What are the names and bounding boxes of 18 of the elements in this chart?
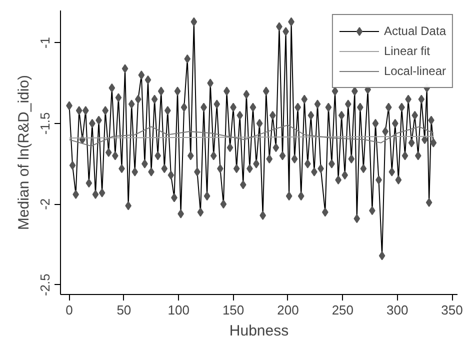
y-tick-label: -1.5 (38, 112, 52, 135)
line-series (68, 124, 434, 147)
x-axis-title: Hubness (229, 322, 289, 340)
x-tick-label: 200 (277, 302, 299, 318)
x-tick-label: 300 (386, 302, 408, 318)
x-tick-label: 50 (116, 302, 132, 318)
legend-label: Local-linear (384, 64, 446, 78)
x-tick-label: 350 (441, 302, 463, 318)
legend-label: Linear fit (384, 44, 430, 58)
y-axis-title: Median of ln(R&D_idio) (16, 74, 32, 230)
legend-label: Actual Data (384, 24, 446, 38)
y-tick-label: -2 (38, 198, 52, 210)
y-tick-label: -2.5 (38, 274, 52, 296)
x-tick-label: 250 (332, 302, 354, 318)
x-tick-label: 100 (168, 302, 190, 318)
y-tick-label: -1 (38, 36, 52, 49)
x-tick-label: 0 (66, 302, 73, 318)
x-tick-label: 150 (222, 302, 244, 318)
